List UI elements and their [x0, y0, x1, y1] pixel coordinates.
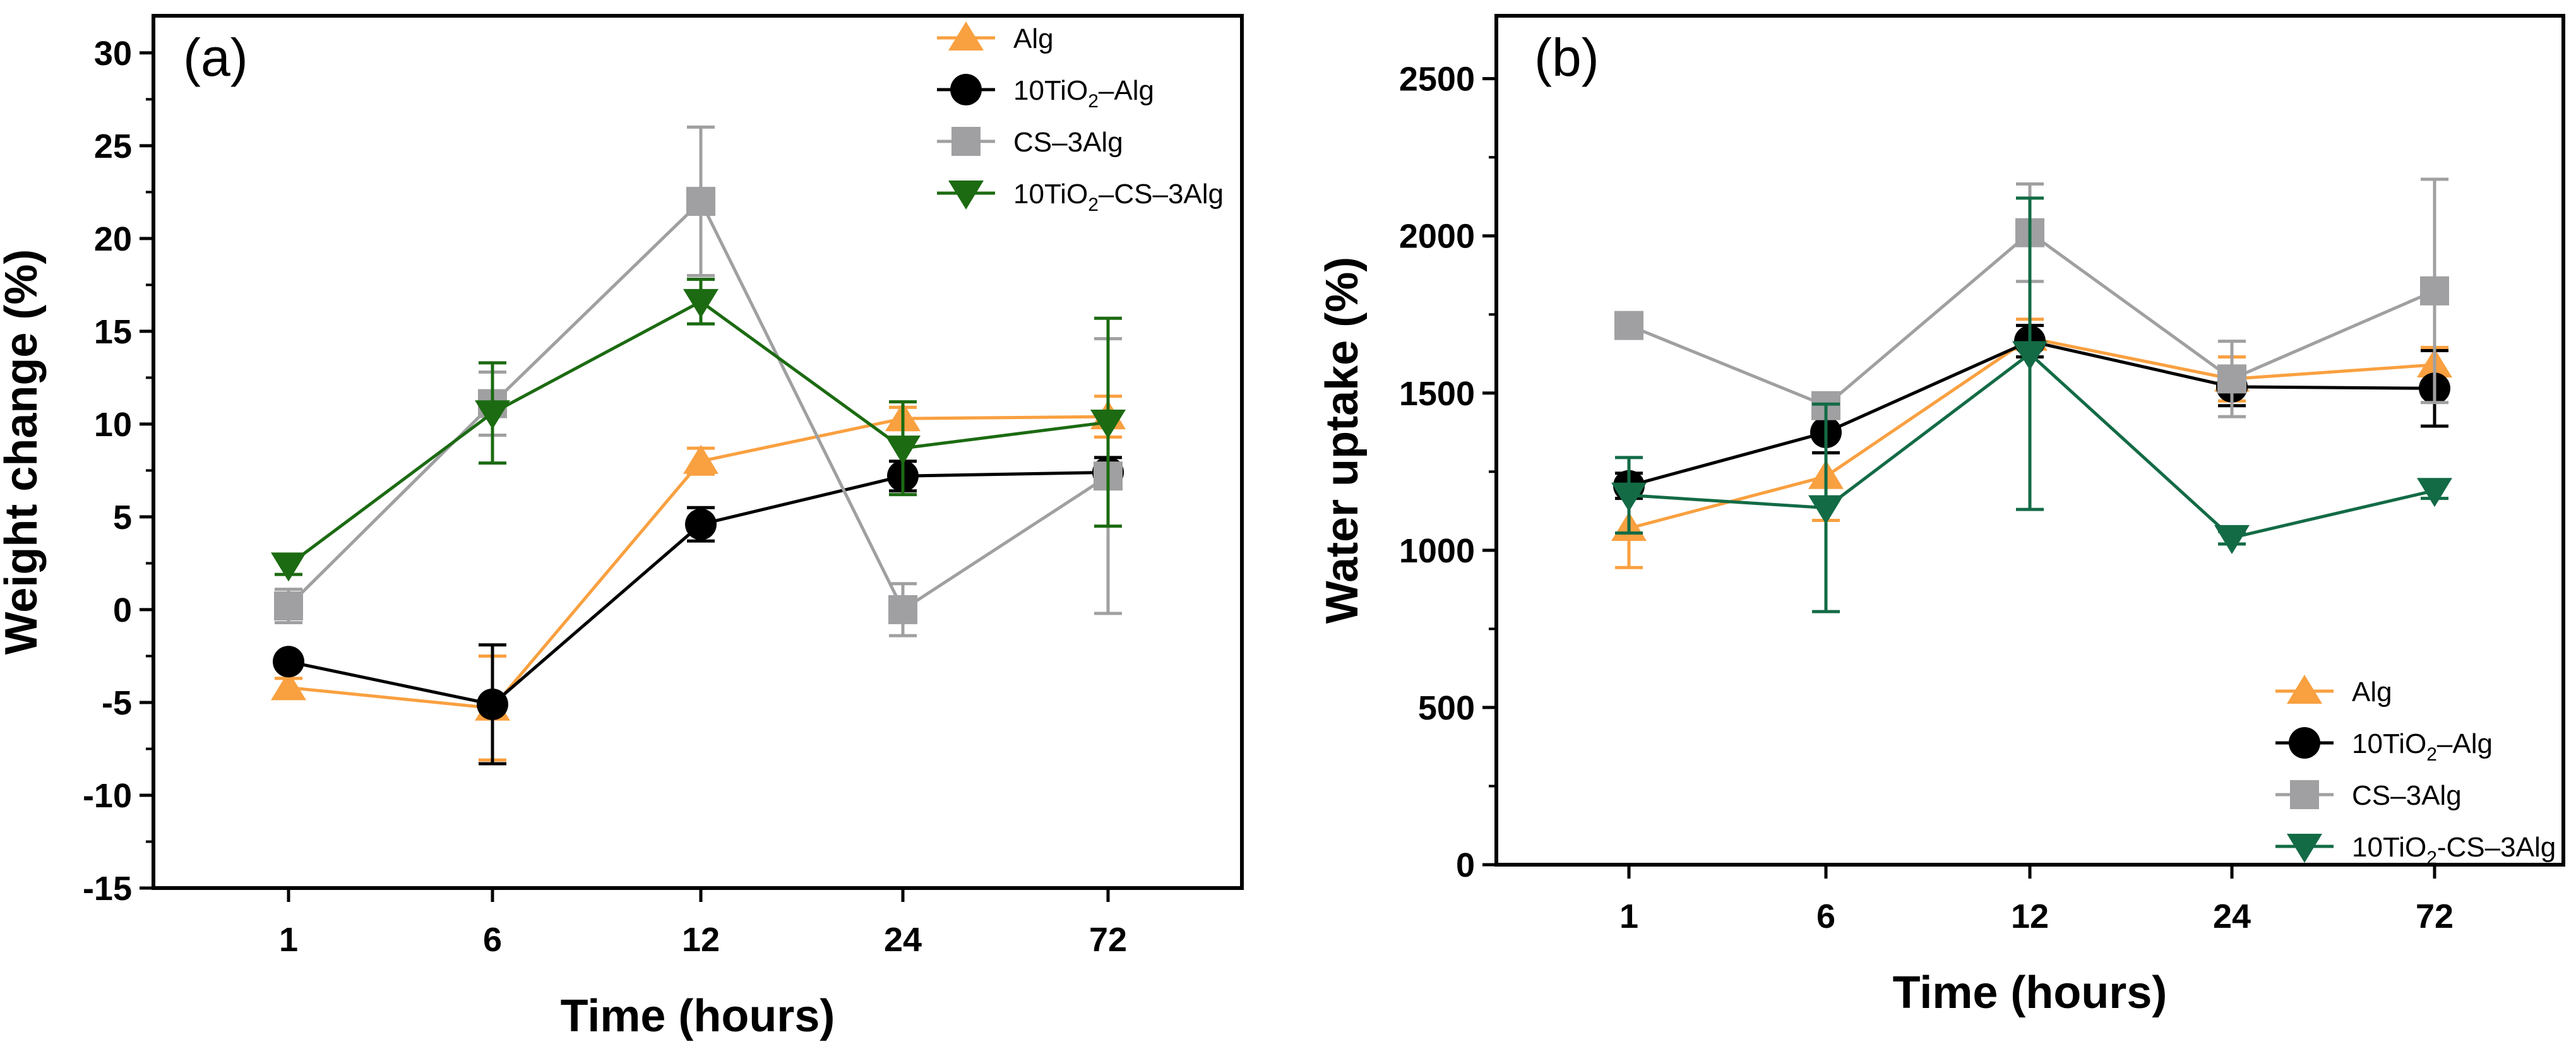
legend-marker	[2287, 675, 2322, 704]
data-point	[274, 591, 303, 621]
x-tick-label: 24	[884, 921, 922, 959]
panel-label: (b)	[1534, 28, 1599, 87]
y-tick-label: -15	[83, 870, 132, 908]
legend-label: CS–3Alg	[1013, 127, 1123, 158]
x-tick-label: 1	[279, 921, 298, 959]
y-tick-label: 2500	[1399, 61, 1475, 98]
data-point	[2214, 524, 2250, 554]
x-tick-label: 1	[1619, 898, 1638, 935]
legend-marker	[2287, 834, 2322, 863]
y-tick-label: 25	[94, 127, 132, 165]
y-tick-label: 500	[1418, 689, 1475, 727]
y-tick-label: 20	[94, 220, 132, 258]
y-tick-label: 10	[94, 406, 132, 444]
legend-label: 10TiO2–Alg	[1013, 75, 1154, 112]
x-tick-label: 6	[1816, 898, 1835, 935]
data-point	[683, 444, 719, 474]
legend-label: CS–3Alg	[2352, 780, 2462, 811]
data-point	[888, 595, 917, 624]
plot-frame	[152, 14, 1244, 890]
series-3	[271, 278, 1126, 582]
y-tick-label: -5	[102, 684, 132, 722]
data-point	[1090, 409, 1126, 439]
legend: Alg 10TiO2–Alg CS–3Alg 10TiO2–CS–3Alg	[937, 21, 1224, 215]
data-point	[477, 688, 508, 720]
legend-marker	[2289, 727, 2320, 759]
legend-label: Alg	[1013, 23, 1054, 54]
x-tick-label: 6	[483, 921, 502, 959]
x-tick-label: 72	[1089, 921, 1127, 959]
y-tick-label: 0	[113, 591, 132, 629]
series-3	[1611, 196, 2452, 613]
data-point	[2012, 341, 2048, 370]
y-tick-label: 5	[113, 499, 132, 536]
data-point	[271, 552, 306, 582]
series-2	[1614, 177, 2449, 420]
legend-label: 10TiO2–Alg	[2352, 728, 2493, 765]
x-tick-label: 12	[2011, 898, 2049, 935]
data-point	[885, 436, 921, 465]
y-tick-label: 30	[94, 35, 132, 73]
legend-label: Alg	[2352, 677, 2392, 708]
legend: Alg 10TiO2–Alg CS–3Alg 10TiO2-CS–3Alg	[2275, 675, 2556, 868]
data-point	[475, 400, 510, 430]
legend-label: 10TiO2–CS–3Alg	[1013, 179, 1224, 215]
y-tick-label: 1500	[1399, 375, 1475, 413]
data-point	[685, 508, 717, 540]
legend-marker	[948, 181, 984, 210]
y-tick-label: 1000	[1399, 532, 1475, 570]
data-point	[1808, 495, 1844, 524]
y-tick-label: 0	[1456, 846, 1475, 884]
panel-b-water-uptake: 0 500 1000 1500 2000 2500 1 6 12 24 72 Time (hours)…	[1317, 14, 2565, 1018]
legend-marker	[2290, 780, 2319, 809]
x-axis-title: Time (hours)	[561, 991, 835, 1041]
y-axis-title: Water uptake (%)	[1317, 257, 1368, 624]
data-point	[2420, 276, 2449, 305]
legend-label: 10TiO2-CS–3Alg	[2352, 832, 2556, 868]
y-axis-title: Weight change (%)	[0, 249, 47, 655]
y-tick-label: 15	[94, 313, 132, 351]
legend-marker	[948, 21, 984, 50]
x-tick-label: 24	[2213, 898, 2251, 935]
data-point	[683, 288, 719, 318]
data-point	[271, 671, 306, 701]
data-point	[273, 646, 304, 678]
legend-marker	[950, 74, 982, 105]
data-point	[1614, 311, 1643, 340]
data-point	[2217, 364, 2246, 394]
data-point	[1611, 482, 1647, 512]
x-tick-label: 72	[2416, 898, 2454, 935]
x-axis-title: Time (hours)	[1893, 968, 2168, 1018]
panel-label: (a)	[183, 28, 248, 87]
y-tick-label: -10	[83, 777, 132, 815]
data-point	[2417, 478, 2452, 507]
data-point	[686, 187, 715, 216]
x-tick-label: 12	[682, 921, 720, 959]
legend-marker	[951, 127, 981, 156]
panel-a-weight-change: -15 -10 -5 0 5 10 15 20 25 30 1 6 12 24 72 Time (hours)…	[0, 14, 1244, 1041]
y-tick-label: 2000	[1399, 218, 1475, 256]
